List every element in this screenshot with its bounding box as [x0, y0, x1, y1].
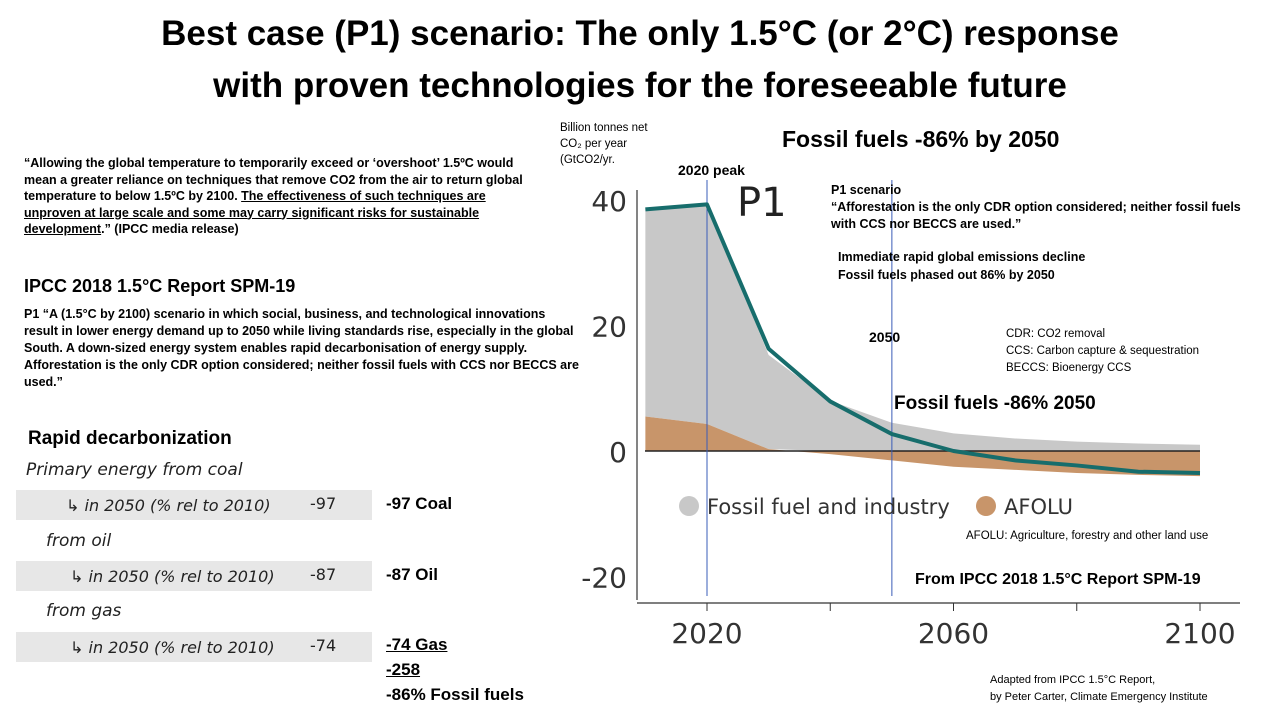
adapted-line-1: Adapted from IPCC 1.5°C Report, [990, 674, 1156, 686]
chart-headline: Fossil fuels -86% by 2050 [782, 126, 1060, 152]
quote-part-2: .” (IPCC media release) [101, 222, 239, 236]
ipcc-quote: “Allowing the global temperature to temp… [24, 155, 544, 238]
ff-2050-label: Fossil fuels -86% 2050 [894, 393, 1096, 414]
net-emissions-line [645, 202, 1201, 475]
coal-right: -97 Coal [386, 494, 453, 513]
oil-band [16, 561, 372, 591]
legend-fossil-label: Fossil fuel and industry [707, 495, 950, 519]
x-tick-label: 2100 [1164, 617, 1235, 650]
y-tick-label: -20 [581, 562, 627, 595]
y-tick-label: 20 [591, 311, 627, 344]
p1-description: P1 “A (1.5°C by 2100) scenario in which … [24, 307, 579, 389]
gas-value: -74 [310, 636, 337, 655]
gas-right: -74 Gas [386, 635, 448, 654]
title-line-2: with proven technologies for the foresee… [213, 66, 1067, 105]
p1-label: P1 [737, 180, 787, 226]
oil-label: from oil [46, 531, 112, 551]
legend-afolu-label: AFOLU [1004, 495, 1073, 519]
afolu-area [645, 416, 1200, 477]
adapted-line-2: by Peter Carter, Climate Emergency Insti… [990, 691, 1208, 703]
total-value: -258 [386, 660, 421, 679]
oil-right: -87 Oil [386, 565, 438, 584]
coal-value: -97 [310, 494, 337, 513]
page-title: Best case (P1) scenario: The only 1.5°C … [0, 8, 1280, 112]
fossil-total: -86% Fossil fuels [386, 685, 524, 704]
coal-band [16, 490, 372, 520]
quote-part-1: “Allowing the global temperature to temp… [24, 156, 523, 203]
oil-value: -87 [310, 565, 337, 584]
year-2050-label: 2050 [869, 329, 901, 345]
y-tick-label: 0 [609, 436, 627, 469]
legend-afolu-marker [976, 496, 996, 516]
beccs-def: BECCS: Bioenergy CCS [1006, 362, 1132, 374]
quote-underlined: The effectiveness of such techniques are… [24, 189, 486, 236]
y-tick-label: 40 [591, 185, 627, 218]
coal-label: Primary energy from coal [26, 460, 243, 480]
title-line-1: Best case (P1) scenario: The only 1.5°C … [161, 14, 1119, 53]
oil-sub: ↳ in 2050 (% rel to 2010) [70, 567, 275, 586]
x-tick-label: 2020 [671, 617, 742, 650]
gas-sub: ↳ in 2050 (% rel to 2010) [70, 638, 275, 657]
fossil-area [645, 204, 1200, 451]
x-tick-label: 2060 [918, 617, 989, 650]
coal-sub: ↳ in 2050 (% rel to 2010) [66, 496, 271, 515]
decline-line-2: Fossil fuels phased out 86% by 2050 [838, 268, 1055, 282]
source-label: From IPCC 2018 1.5°C Report SPM-19 [915, 571, 1201, 588]
chart-plot: -20 0 20 40 2020 2060 2100 Fossil fuel and indu… [581, 180, 1240, 650]
ccs-def: CCS: Carbon capture & sequestration [1006, 345, 1200, 357]
gas-band [16, 632, 372, 662]
gas-label: from gas [46, 601, 122, 621]
afolu-def: AFOLU: Agriculture, forestry and other l… [966, 530, 1209, 542]
scenario-title: P1 scenario [831, 183, 902, 197]
peak-label: 2020 peak [678, 162, 745, 178]
y-axis-units: Billion tonnes net CO₂ per year (GtCO2/y… [560, 122, 648, 166]
legend-fossil-marker [679, 496, 699, 516]
rapid-heading: Rapid decarbonization [28, 428, 232, 449]
scenario-quote: “Afforestation is the only CDR option co… [831, 200, 1241, 231]
cdr-def: CDR: CO2 removal [1006, 328, 1106, 340]
ipcc-heading: IPCC 2018 1.5°C Report SPM-19 [24, 276, 296, 296]
decline-line-1: Immediate rapid global emissions decline [838, 250, 1086, 264]
